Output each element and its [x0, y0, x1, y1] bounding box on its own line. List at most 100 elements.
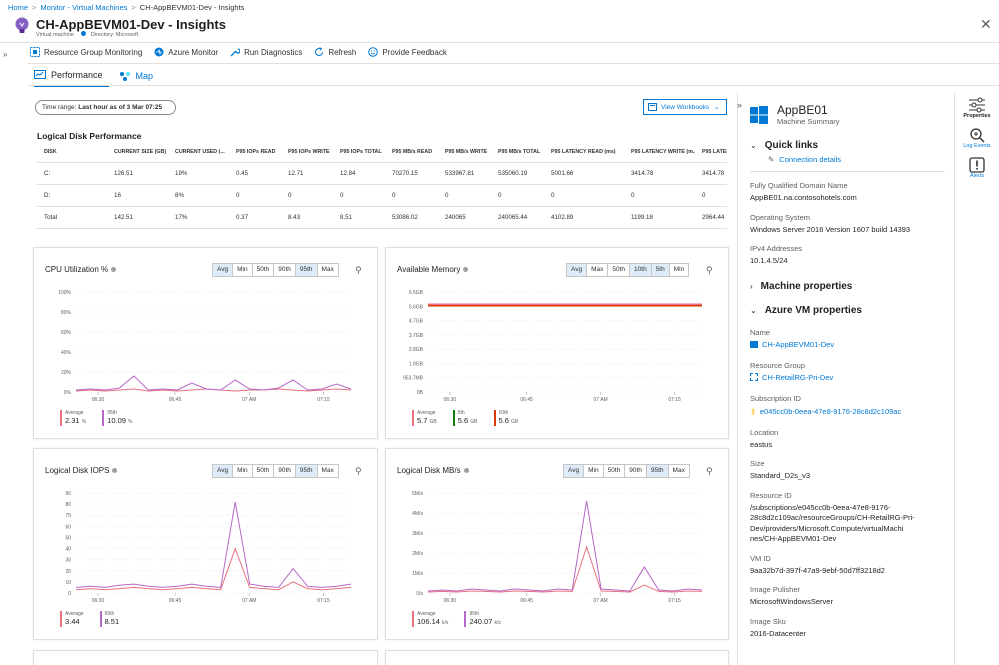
aggregation-button[interactable]: 50th [253, 465, 275, 477]
chart-plot: 90 80 70 60 50 40 30 20 10 0 06:30 06:45 07 AM 07:15 [65, 491, 352, 604]
y-tick-label: 3M/s [412, 531, 423, 537]
section-title: Quick links [764, 140, 819, 151]
header-divider [0, 42, 999, 43]
legend-item[interactable]: Average 5.7 GB [412, 410, 437, 426]
chart-title: CPU Utilization % [45, 265, 117, 274]
vm-name-link[interactable]: CH-AppBEVM01-Dev [750, 340, 945, 349]
aggregation-button[interactable]: 50th [604, 465, 626, 477]
aggregation-button[interactable]: Min [233, 264, 253, 276]
legend-value-unit: % [128, 419, 133, 425]
legend-swatch [464, 611, 467, 627]
time-range-picker[interactable]: Time range: Last hour as of 3 Mar 07:25 [35, 100, 176, 115]
aggregation-button[interactable]: Max [321, 266, 334, 273]
aggregation-button[interactable]: Min [584, 465, 604, 477]
column-header[interactable]: P95 IOPs READ [229, 143, 281, 163]
aggregation-button[interactable]: 5th [651, 264, 670, 276]
column-header[interactable]: P95 MB/s TOTAL [491, 143, 544, 163]
info-icon[interactable] [112, 468, 118, 474]
aggregation-button[interactable]: Avg [564, 465, 585, 477]
aggregation-button[interactable]: 50th [608, 264, 631, 276]
aggregation-button[interactable]: 90th [274, 465, 296, 477]
table-cell: 3414.78 [624, 162, 695, 185]
legend-item[interactable]: Average 2.31 % [60, 410, 86, 426]
directory-icon [81, 31, 87, 36]
resource-id-line: /subscriptions/e045cc0b-0eea-47e8-9176- [750, 502, 891, 512]
run-diagnostics-button[interactable]: Run Diagnostics [230, 47, 302, 57]
resource-group-monitoring-button[interactable]: Resource Group Monitoring [30, 47, 142, 57]
column-header[interactable]: CURRENT USED (... [168, 143, 229, 163]
table-cell: 0.37 [229, 206, 281, 229]
legend-item[interactable]: Average 106.14 k/s [412, 611, 448, 627]
quick-links-section[interactable]: ⌄ Quick links [750, 140, 945, 151]
legend-item[interactable]: 10th 5.6 GB [493, 410, 518, 426]
column-header[interactable]: P95 MB/s READ [385, 143, 438, 163]
aggregation-button[interactable]: Max [321, 467, 334, 474]
y-tick-label: 3.7GB [409, 333, 424, 339]
x-tick-label: 06:30 [92, 598, 105, 604]
properties-button[interactable]: Properties [955, 93, 999, 119]
legend-item[interactable]: Average 3.44 [60, 611, 84, 627]
azure-monitor-button[interactable]: Azure Monitor [154, 47, 218, 57]
aggregation-button[interactable]: Avg [567, 264, 588, 276]
column-header[interactable]: CURRENT SIZE (GB) [107, 143, 168, 163]
breadcrumb-home[interactable]: Home [8, 3, 29, 12]
table-row[interactable]: D: 16 8% 0 0 0 0 0 0 0 0 0 [37, 184, 727, 207]
refresh-button[interactable]: Refresh [314, 47, 356, 57]
info-icon[interactable] [111, 267, 117, 273]
aggregation-button[interactable]: 90th [625, 465, 647, 477]
aggregation-button[interactable]: 95th [646, 465, 669, 477]
aggregation-button[interactable]: Avg [213, 264, 234, 276]
log-events-button[interactable]: Log Events [955, 127, 999, 149]
legend-item[interactable]: 5th 5.6 GB [452, 410, 478, 426]
azure-vm-properties-section[interactable]: ⌄ Azure VM properties [750, 305, 945, 316]
legend-item[interactable]: 95th 10.09 % [102, 410, 132, 426]
aggregation-button[interactable]: 95th [295, 465, 318, 477]
aggregation-button[interactable]: 90th [274, 264, 296, 276]
legend-item[interactable]: 95th 8.51 [99, 611, 119, 627]
y-tick-label: 5M/s [412, 491, 423, 497]
legend-swatch [60, 410, 62, 426]
column-header[interactable]: P95 IOPs WRITE [281, 143, 333, 163]
provide-feedback-button[interactable]: Provide Feedback [368, 47, 447, 57]
expand-menu-icon[interactable]: » [3, 50, 8, 59]
column-header[interactable]: DISK [37, 143, 107, 163]
column-header[interactable]: P95 LATENCY READ (ms) [544, 143, 624, 163]
aggregation-button[interactable]: Min [233, 465, 253, 477]
tab-map[interactable]: Map [119, 68, 160, 87]
pin-icon[interactable]: ⚲ [706, 466, 713, 476]
info-icon[interactable] [463, 267, 469, 273]
resource-group-link[interactable]: CH-RetailRG-Pri-Dev [750, 373, 945, 382]
column-header[interactable]: P95 LATENCY [695, 143, 727, 163]
aggregation-button[interactable]: 50th [253, 264, 275, 276]
legend-name: 5th [457, 410, 465, 416]
subscription-link[interactable]: ⚷ e045cc0b-0eea-47e8-9176-28c8d2c109ac [750, 407, 945, 416]
view-workbooks-button[interactable]: View Workbooks ⌄ [643, 99, 727, 115]
aggregation-button[interactable]: 10th [630, 264, 652, 276]
side-button-label: Properties [963, 113, 991, 119]
aggregation-button[interactable]: Max [587, 264, 609, 276]
aggregation-button[interactable]: 95th [295, 264, 318, 276]
pin-icon[interactable]: ⚲ [355, 466, 362, 476]
pin-icon[interactable]: ⚲ [706, 265, 713, 275]
aggregation-button[interactable]: Avg [213, 465, 234, 477]
aggregation-button[interactable]: Max [672, 467, 685, 474]
alerts-button[interactable]: Alerts [955, 157, 999, 179]
column-header[interactable]: P95 IOPs TOTAL [333, 143, 385, 163]
legend-item[interactable]: 95th 240.07 k/s [464, 611, 501, 627]
collapse-panel-icon[interactable]: » [737, 100, 743, 110]
aggregation-button[interactable]: Min [673, 266, 685, 273]
legend-name: 10th [498, 410, 509, 416]
legend-value-number: 5.6 [498, 416, 509, 425]
connection-details-link[interactable]: ✎ Connection details [768, 155, 945, 164]
breadcrumb-monitor-vms[interactable]: Monitor - Virtual Machines [40, 3, 128, 12]
table-row[interactable]: C: 126.51 19% 0.45 12.71 12.84 70270.15 533967.… [37, 162, 727, 185]
tab-performance[interactable]: Performance [34, 68, 109, 87]
pin-icon[interactable]: ⚲ [355, 265, 362, 275]
info-icon[interactable] [463, 468, 469, 474]
close-icon[interactable]: ✕ [980, 16, 992, 32]
column-header[interactable]: P95 LATENCY WRITE (m... [624, 143, 695, 163]
machine-properties-section[interactable]: › Machine properties [750, 281, 945, 292]
table-row[interactable]: Total 142.51 17% 0.37 8.43 8.51 53086.02 240065… [37, 206, 727, 229]
chart-plot: 5M/s 4M/s 3M/s 2M/s 1M/s 0/s 06:30 06:45 07 AM 07… [412, 491, 703, 604]
column-header[interactable]: P95 MB/s WRITE [438, 143, 491, 163]
